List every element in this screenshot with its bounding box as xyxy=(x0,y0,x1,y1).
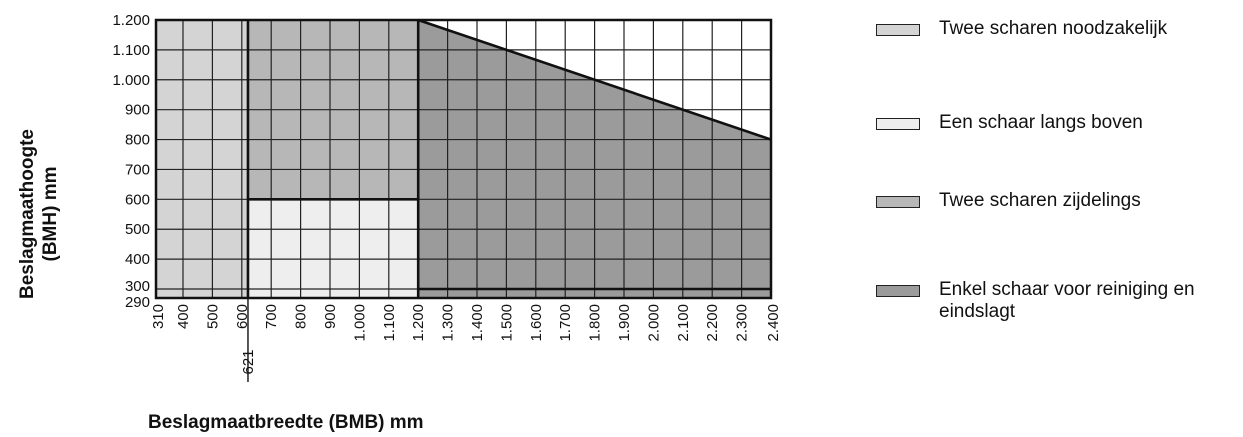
y-tick-label: 1.100 xyxy=(112,42,150,59)
x-tick-label: 2.200 xyxy=(704,304,721,342)
legend-item: Twee scharen zijdelings xyxy=(876,190,1141,212)
x-tick-label: 1.700 xyxy=(557,304,574,342)
x-tick-label: 2.400 xyxy=(765,304,782,342)
region-een-schaar-langs-boven xyxy=(247,199,419,298)
legend-label: Enkel schaar voor reiniging en eindslagt xyxy=(939,279,1195,322)
chart-gridlines xyxy=(156,20,771,298)
legend-label: Twee scharen noodzakelijk xyxy=(939,18,1168,39)
y-tick-label: 900 xyxy=(125,102,150,119)
y-tick-label: 500 xyxy=(125,221,150,238)
x-tick-label: 310 xyxy=(150,304,167,329)
x-tick-label: 500 xyxy=(204,304,221,329)
boundary-line xyxy=(417,18,772,141)
y-tick-label: 290 xyxy=(125,294,150,311)
x-tick-label: 800 xyxy=(293,304,310,329)
x-tick-label: 1.600 xyxy=(528,304,545,342)
legend-item: Enkel schaar voor reiniging en eindslagt xyxy=(876,279,1243,323)
legend-swatch xyxy=(876,285,920,297)
y-tick-label: 800 xyxy=(125,132,150,149)
y-tick-label: 400 xyxy=(125,251,150,268)
x-tick-label: 1.200 xyxy=(410,304,427,342)
x-tick-label: 1.800 xyxy=(587,304,604,342)
y-axis-title-line1: Beslagmaathoogte xyxy=(17,129,38,299)
y-tick-label: 300 xyxy=(125,278,150,295)
region-twee-scharen-noodzakelijk xyxy=(156,20,248,298)
x-tick-label: 1.400 xyxy=(469,304,486,342)
x-tick-label: 2.000 xyxy=(645,304,662,342)
x-tick-label: 1.300 xyxy=(440,304,457,342)
x-tick-label: 2.100 xyxy=(675,304,692,342)
x-tick-label: 1.000 xyxy=(351,304,368,342)
legend-swatch xyxy=(876,196,920,208)
x-marker-621: 621 xyxy=(240,298,257,382)
legend-label: Twee scharen zijdelings xyxy=(939,190,1141,211)
x-tick-label: 400 xyxy=(175,304,192,329)
y-tick-label: 700 xyxy=(125,161,150,178)
y-tick-label: 600 xyxy=(125,191,150,208)
x-tick-label: 1.900 xyxy=(616,304,633,342)
legend-swatch xyxy=(876,118,920,130)
x-axis-title: Beslagmaatbreedte (BMB) mm xyxy=(148,412,424,433)
x-tick-label: 700 xyxy=(263,304,280,329)
x-tick-label: 600 xyxy=(234,304,251,329)
x-tick-label: 2.300 xyxy=(734,304,751,342)
plot-frame xyxy=(154,18,773,300)
x-marker-label: 621 xyxy=(240,349,257,374)
y-tick-label: 1.000 xyxy=(112,72,150,89)
x-tick-label: 1.500 xyxy=(498,304,515,342)
legend-item: Twee scharen noodzakelijk xyxy=(876,18,1167,40)
legend-item: Een schaar langs boven xyxy=(876,112,1143,134)
x-tick-label: 1.100 xyxy=(381,304,398,342)
y-axis-title-line2: (BMH) mm xyxy=(40,167,61,262)
beslagmaat-chart: 2903004005006007008009001.0001.1001.200 … xyxy=(17,12,782,433)
region-boundaries xyxy=(246,18,772,298)
y-tick-label: 1.200 xyxy=(112,12,150,29)
x-tick-labels: 310 400 500 600 700 800 900 1.000 1.100 1.200 1.30… xyxy=(150,304,782,342)
x-tick-label: 900 xyxy=(322,304,339,329)
legend-swatch xyxy=(876,24,920,36)
legend-label: Een schaar langs boven xyxy=(939,112,1143,133)
